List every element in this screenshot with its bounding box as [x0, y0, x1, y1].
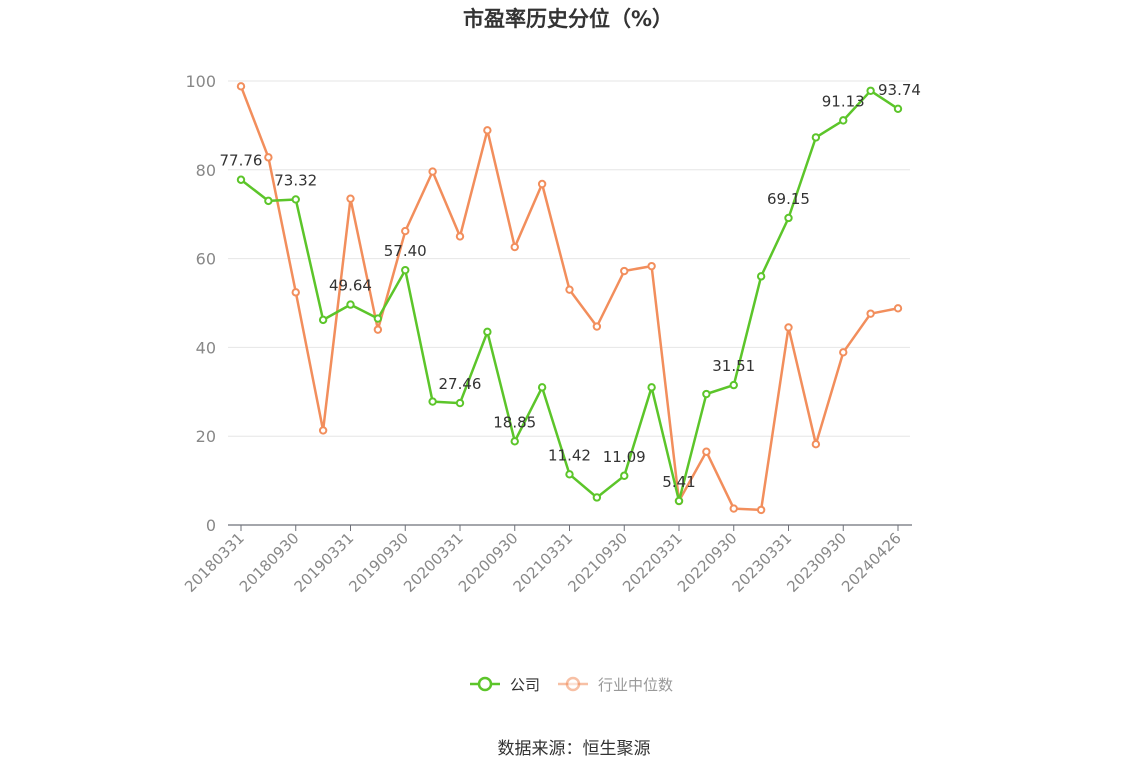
y-tick-label: 80 — [196, 161, 216, 180]
data-point[interactable] — [729, 504, 738, 513]
data-point[interactable] — [702, 447, 711, 456]
data-point[interactable] — [373, 314, 383, 323]
data-point[interactable] — [839, 116, 848, 125]
data-point[interactable] — [893, 104, 903, 113]
data-point[interactable] — [346, 194, 355, 203]
data-point[interactable] — [318, 426, 328, 435]
data-point[interactable] — [620, 266, 629, 276]
data-point[interactable] — [537, 383, 547, 392]
data-label: 93.74 — [878, 81, 921, 99]
data-point[interactable] — [702, 389, 711, 399]
data-point[interactable] — [729, 380, 738, 390]
data-label: 31.51 — [712, 357, 755, 375]
data-point[interactable] — [318, 315, 328, 325]
data-label: 57.40 — [384, 242, 427, 260]
data-point[interactable] — [893, 304, 903, 313]
legend[interactable]: 公司 行业中位数 — [470, 676, 673, 694]
data-point[interactable] — [483, 327, 492, 337]
data-source: 数据来源：恒生聚源 — [498, 739, 651, 759]
data-labels: 77.76 73.32 49.64 57.40 27.46 18.85 11.42 11.09… — [220, 81, 921, 491]
data-point[interactable] — [455, 232, 465, 241]
data-point[interactable] — [674, 496, 684, 506]
data-point[interactable] — [346, 300, 355, 309]
data-label: 18.85 — [493, 413, 536, 431]
data-label: 11.09 — [603, 448, 646, 466]
data-point[interactable] — [428, 397, 437, 406]
data-point[interactable] — [537, 179, 547, 189]
data-label: 91.13 — [822, 92, 865, 110]
data-point[interactable] — [756, 272, 766, 281]
data-point[interactable] — [373, 325, 383, 334]
data-point[interactable] — [455, 398, 465, 408]
y-tick-label: 40 — [196, 338, 216, 357]
data-point[interactable] — [510, 437, 519, 446]
y-tick-label: 100 — [185, 72, 216, 91]
legend-industry-marker — [565, 676, 581, 692]
series-points — [236, 82, 903, 515]
data-point[interactable] — [784, 323, 793, 332]
data-point[interactable] — [264, 196, 273, 206]
data-point[interactable] — [784, 213, 793, 223]
data-point[interactable] — [264, 153, 273, 162]
y-tick-label: 0 — [206, 516, 216, 535]
data-label: 73.32 — [274, 171, 317, 189]
data-point[interactable] — [291, 288, 300, 297]
y-tick-label: 20 — [196, 427, 216, 446]
legend-company-label: 公司 — [510, 676, 540, 694]
y-tick-label: 60 — [196, 250, 216, 269]
data-point[interactable] — [592, 493, 602, 502]
data-point[interactable] — [866, 86, 875, 95]
data-point[interactable] — [620, 471, 629, 480]
legend-company-marker — [477, 676, 493, 692]
data-point[interactable] — [483, 126, 492, 135]
data-point[interactable] — [866, 309, 875, 318]
data-point[interactable] — [756, 505, 766, 515]
data-point[interactable] — [428, 167, 437, 176]
x-tick-label: 20240426 — [838, 529, 905, 596]
legend-item-industry-median[interactable]: 行业中位数 — [558, 676, 673, 694]
x-axis: 2018033120180930201903312019093020200331… — [181, 524, 912, 596]
legend-item-company[interactable]: 公司 — [470, 676, 540, 694]
data-point[interactable] — [401, 265, 410, 275]
data-point[interactable] — [401, 226, 410, 236]
data-point[interactable] — [565, 470, 574, 479]
data-point[interactable] — [510, 242, 519, 252]
data-point[interactable] — [811, 439, 821, 449]
data-label: 49.64 — [329, 277, 372, 295]
data-label: 5.41 — [662, 473, 695, 491]
data-point[interactable] — [236, 175, 246, 184]
data-point[interactable] — [647, 383, 656, 392]
data-point[interactable] — [839, 348, 848, 357]
data-point[interactable] — [592, 322, 602, 331]
data-label: 69.15 — [767, 190, 810, 208]
grid-lines — [228, 80, 910, 437]
data-point[interactable] — [811, 133, 821, 142]
data-point[interactable] — [236, 82, 246, 91]
legend-industry-label: 行业中位数 — [598, 676, 673, 694]
data-label: 27.46 — [439, 375, 482, 393]
data-point[interactable] — [647, 261, 656, 271]
data-point[interactable] — [291, 195, 300, 204]
data-label: 77.76 — [220, 152, 263, 170]
chart-title: 市盈率历史分位（%） — [463, 7, 673, 31]
y-axis-ticks: 0 20 40 60 80 100 — [185, 72, 216, 535]
data-point[interactable] — [565, 285, 574, 294]
data-label: 11.42 — [548, 446, 591, 464]
